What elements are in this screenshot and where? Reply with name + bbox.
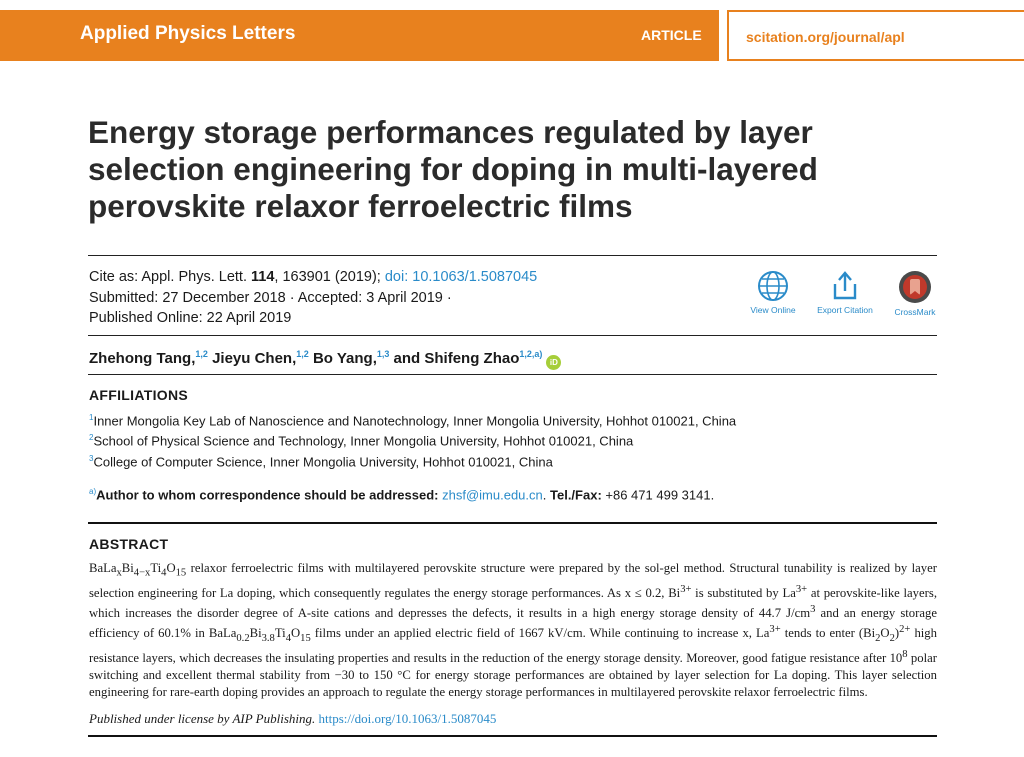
author-name[interactable]: and Shifeng Zhao <box>393 350 520 367</box>
cite-line: Cite as: Appl. Phys. Lett. 114, 163901 (… <box>89 267 689 288</box>
correspondence-mark: a) <box>89 487 97 496</box>
divider <box>88 335 937 336</box>
view-online-label: View Online <box>750 305 796 315</box>
publication-date: Published Online: 22 April 2019 <box>89 310 292 326</box>
author-list: Zhehong Tang,1,2 Jieyu Chen,1,2 Bo Yang,… <box>89 349 562 370</box>
crossmark-icon <box>899 271 931 303</box>
crossmark-label: CrossMark <box>894 307 936 317</box>
journal-name[interactable]: Applied Physics Letters <box>80 23 296 44</box>
affiliation-mark: 3 <box>89 454 94 463</box>
author-affiliation-mark: 1,2 <box>296 349 309 359</box>
affiliation-text: College of Computer Science, Inner Mongo… <box>93 454 553 470</box>
crossmark-button[interactable]: CrossMark <box>875 270 955 317</box>
affiliation-mark: 1 <box>89 413 94 422</box>
license-text: Published under license by AIP Publishin… <box>89 711 316 726</box>
tel-number: +86 471 499 3141. <box>601 487 715 503</box>
author-affiliation-mark: 1,3 <box>376 349 390 359</box>
email-link[interactable]: zhsf@imu.edu.cn <box>442 487 543 503</box>
affiliation-mark: 2 <box>89 433 94 442</box>
journal-header-bar: Applied Physics Letters ARTICLE <box>0 10 719 61</box>
view-online-button[interactable]: View Online <box>733 270 813 315</box>
tel-label: Tel./Fax: <box>550 487 602 503</box>
cite-volume: 114 <box>251 269 275 285</box>
abstract-heading: ABSTRACT <box>89 536 169 552</box>
journal-url[interactable]: scitation.org/journal/apl <box>746 29 905 45</box>
article-type-label: ARTICLE <box>641 27 702 43</box>
abstract-text: BaLaxBi4−xTi4O15 relaxor ferroelectric f… <box>89 561 937 699</box>
author-affiliation-mark: 1,2,a) <box>519 349 543 359</box>
affiliations-heading: AFFILIATIONS <box>89 387 188 403</box>
affiliation-item: 1Inner Mongolia Key Lab of Nanoscience a… <box>89 413 736 428</box>
doi-link[interactable]: doi: 10.1063/1.5087045 <box>384 269 538 285</box>
divider <box>88 255 937 256</box>
submission-dates: Submitted: 27 December 2018 · Accepted: … <box>89 289 452 306</box>
affiliation-text: Inner Mongolia Key Lab of Nanoscience an… <box>93 413 737 429</box>
license-line: Published under license by AIP Publishin… <box>89 711 496 727</box>
journal-url-box[interactable]: scitation.org/journal/apl <box>727 10 1024 61</box>
citation-block: Cite as: Appl. Phys. Lett. 114, 163901 (… <box>89 267 689 329</box>
article-title: Energy storage performances regulated by… <box>88 114 818 224</box>
author-name[interactable]: Zhehong Tang, <box>89 350 196 367</box>
globe-icon <box>758 271 788 301</box>
cite-prefix: Cite as: Appl. Phys. Lett. <box>89 269 251 285</box>
divider <box>88 522 937 524</box>
export-icon <box>833 271 857 300</box>
author-affiliation-mark: 1,2 <box>195 349 208 359</box>
affiliation-item: 3College of Computer Science, Inner Mong… <box>89 454 553 469</box>
orcid-icon[interactable]: iD <box>546 355 562 370</box>
cite-pages-year: , 163901 (2019); <box>274 269 385 285</box>
affiliation-item: 2School of Physical Science and Technolo… <box>89 433 633 448</box>
divider <box>88 374 937 375</box>
correspondence-label: Author to whom correspondence should be … <box>96 487 443 503</box>
correspondence-note: a)Author to whom correspondence should b… <box>89 487 715 503</box>
author-name[interactable]: Bo Yang, <box>312 350 377 367</box>
author-name[interactable]: Jieyu Chen, <box>212 350 297 367</box>
doi-url-link[interactable]: https://doi.org/10.1063/1.5087045 <box>318 711 497 726</box>
export-citation-label: Export Citation <box>817 305 873 315</box>
divider <box>88 735 937 737</box>
export-citation-button[interactable]: Export Citation <box>805 270 885 315</box>
affiliation-text: School of Physical Science and Technolog… <box>93 433 634 449</box>
